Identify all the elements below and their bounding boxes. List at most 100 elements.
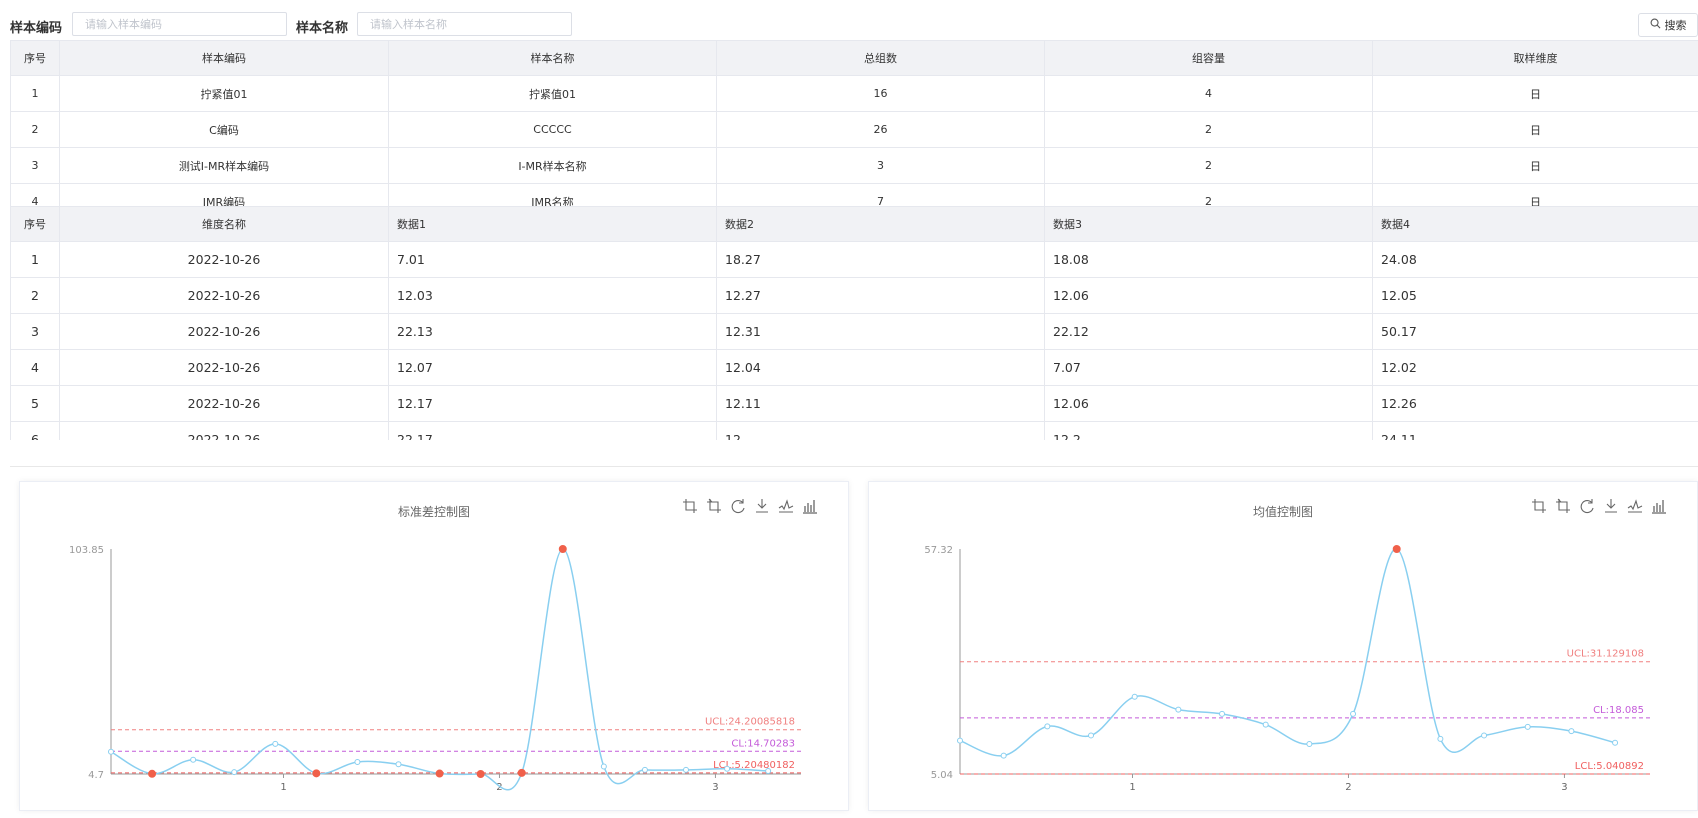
table-cell: 12.26 [1372,385,1698,422]
data-point [354,758,361,765]
table-row[interactable]: 1 拧紧值01 拧紧值01 16 4 日 [10,75,1698,112]
table-cell: IMR编码 [59,183,389,206]
mean-chart: 57.32 5.04 1 2 3 UCL:31.129108 CL:18.085 LCL:5.… [924,545,1650,793]
ucl-label: UCL:24.20085818 [705,717,795,728]
data-table-container[interactable]: 序号 维度名称 数据1 数据2 数据3 数据4 1 2022-10-26 7.01 18.27 1… [10,206,1698,440]
refresh-icon[interactable] [730,498,746,514]
table-cell: 拧紧值01 [388,75,717,112]
table-cell: 7.07 [1044,349,1373,386]
data-point [641,766,648,773]
line-chart-icon[interactable] [1627,498,1643,514]
table-cell: 6 [10,421,60,440]
table-cell: 12.07 [388,349,717,386]
std-dev-chart: 103.85 4.7 1 2 3 UCL:24.20085818 CL:14.70283 LC… [69,545,801,793]
crop-back-icon[interactable] [1555,498,1571,514]
column-header: 总组数 [716,40,1045,76]
column-header: 维度名称 [59,206,389,242]
table-cell: 12.11 [716,385,1045,422]
table-row[interactable]: 3 2022-10-26 22.13 12.31 22.12 50.17 [10,313,1698,350]
lcl-label: LCL:5.040892 [1575,761,1644,772]
table-row[interactable]: 4 IMR编码 IMR名称 7 2 日 [10,183,1698,206]
table-cell: 测试I-MR样本编码 [59,147,389,184]
outlier-point [312,769,321,778]
x-tick-label: 1 [280,782,286,793]
table-cell: 2022-10-26 [59,421,389,440]
data-point [1350,710,1357,717]
cl-label: CL:14.70283 [731,738,795,749]
line-chart-icon[interactable] [778,498,794,514]
crop-icon[interactable] [1531,498,1547,514]
crop-back-icon[interactable] [706,498,722,514]
table-row[interactable]: 4 2022-10-26 12.07 12.04 7.07 12.02 [10,349,1698,386]
table-cell: 24.11 [1372,421,1698,440]
table-cell: 12.31 [716,313,1045,350]
table-cell: 12.06 [1044,385,1373,422]
data-point [1044,723,1051,730]
sample-code-input[interactable] [72,12,287,36]
chart-toolbox [1531,498,1667,514]
bar-chart-icon[interactable] [1651,498,1667,514]
search-button[interactable]: 搜索 [1638,13,1698,37]
sample-name-input[interactable] [357,12,572,36]
column-header: 样本名称 [388,40,717,76]
outlier-point [476,770,485,778]
table-cell: 12.03 [388,277,717,314]
table-cell: 16 [716,75,1045,112]
table-cell: 22.13 [388,313,717,350]
outlier-point [1392,545,1401,553]
bar-chart-icon[interactable] [802,498,818,514]
data-point [765,768,772,775]
table-cell: 1 [10,241,60,278]
mean-chart-card: 均值控制图 57.32 5.04 1 2 3 UCL:31.129108 CL:18.085… [868,481,1698,811]
crop-icon[interactable] [682,498,698,514]
data-point [1000,752,1007,759]
table-row[interactable]: 2 C编码 CCCCC 26 2 日 [10,111,1698,148]
table-row[interactable]: 3 测试I-MR样本编码 I-MR样本名称 3 2 日 [10,147,1698,184]
sample-table-container[interactable]: 序号 样本编码 样本名称 总组数 组容量 取样维度 1 拧紧值01 拧紧值01 16 4 日 2 C编码… [10,40,1698,206]
column-header: 数据3 [1044,206,1373,242]
refresh-icon[interactable] [1579,498,1595,514]
download-icon[interactable] [1603,498,1619,514]
table-cell: 3 [716,147,1045,184]
sample-table: 序号 样本编码 样本名称 总组数 组容量 取样维度 1 拧紧值01 拧紧值01 16 4 日 2 C编码… [10,40,1698,206]
outlier-point [517,768,526,777]
y-min-label: 4.7 [88,770,104,781]
data-point [1568,728,1575,735]
table-row[interactable]: 5 2022-10-26 12.17 12.11 12.06 12.26 [10,385,1698,422]
data-point [1612,739,1619,746]
table-cell: 日 [1372,111,1698,148]
table-cell: 12.06 [1044,277,1373,314]
outlier-point [148,769,157,778]
x-tick-label: 3 [1561,782,1567,793]
table-cell: 2 [1044,183,1373,206]
table-cell: 2022-10-26 [59,349,389,386]
data-point [1219,710,1226,717]
column-header: 序号 [10,40,60,76]
table-cell: 12.04 [716,349,1045,386]
data-point [1175,706,1182,713]
data-point [1481,732,1488,739]
data-point [272,740,279,747]
chart-title: 均值控制图 [1252,505,1313,519]
table-cell: 12.2 [1044,421,1373,440]
sample-code-label: 样本编码 [10,21,63,36]
sample-name-label: 样本名称 [296,21,349,36]
search-bar: 样本编码 样本名称 搜索 [10,10,1698,40]
outlier-point [558,545,567,553]
table-row[interactable]: 2 2022-10-26 12.03 12.27 12.06 12.05 [10,277,1698,314]
table-cell: 4 [10,183,60,206]
lcl-label: LCL:5.20480182 [713,760,795,771]
table-cell: CCCCC [388,111,717,148]
data-point [1306,741,1313,748]
data-point [683,766,689,773]
data-point [957,737,963,744]
table-row[interactable]: 6 2022-10-26 22.17 12 12.2 24.11 [10,421,1698,440]
table-row[interactable]: 1 2022-10-26 7.01 18.27 18.08 24.08 [10,241,1698,278]
download-icon[interactable] [754,498,770,514]
data-point [190,756,197,763]
table-cell: 18.27 [716,241,1045,278]
table-cell: 4 [10,349,60,386]
table-cell: 2 [10,277,60,314]
table-cell: 2 [1044,111,1373,148]
table-cell: 日 [1372,147,1698,184]
